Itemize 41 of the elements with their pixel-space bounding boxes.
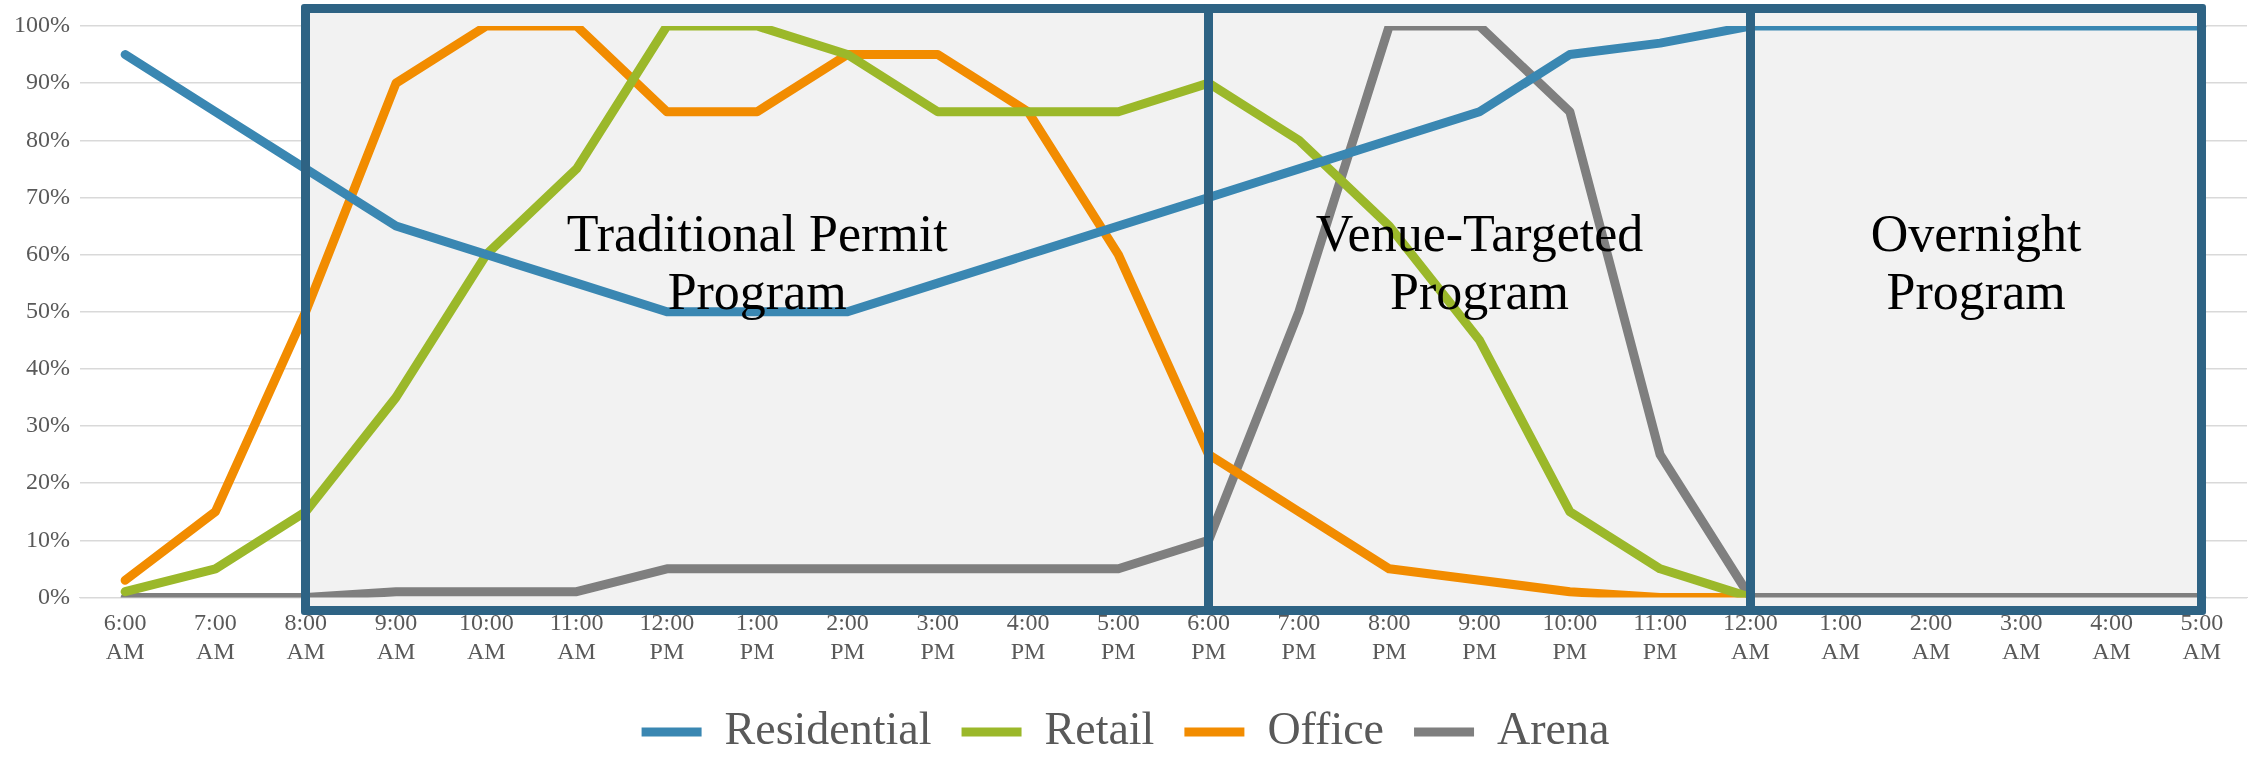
x-tick-label: 10:00 PM <box>1542 609 1598 664</box>
legend-label: Office <box>1267 703 1385 755</box>
x-tick-label: 3:00 AM <box>1999 609 2043 664</box>
x-tick-label: 1:00 PM <box>735 609 779 664</box>
y-tick-label: 80% <box>25 125 70 152</box>
x-tick-label: 9:00 PM <box>1458 609 1501 664</box>
x-tick-label: 4:00 AM <box>2090 609 2133 664</box>
y-tick-label: 30% <box>25 411 70 438</box>
x-tick-label: 8:00 AM <box>284 609 328 664</box>
x-tick-label: 8:00 PM <box>1367 609 1411 664</box>
y-tick-label: 40% <box>25 354 70 381</box>
x-tick-label: 10:00 AM <box>458 609 514 664</box>
x-tick-label: 3:00 PM <box>916 609 960 664</box>
legend-label: Arena <box>1497 703 1610 755</box>
x-tick-label: 5:00 AM <box>2180 609 2224 664</box>
x-tick-label: 4:00 PM <box>1006 609 1050 664</box>
x-tick-label: 11:00 AM <box>549 609 604 664</box>
y-tick-label: 100% <box>13 11 70 38</box>
x-tick-label: 9:00 AM <box>374 609 418 664</box>
x-tick-label: 12:00 PM <box>639 609 695 664</box>
y-tick-label: 90% <box>25 68 70 95</box>
x-tick-label: 5:00 PM <box>1097 609 1140 664</box>
y-tick-label: 10% <box>25 525 70 552</box>
band-label: Overnight Program <box>1870 204 2083 320</box>
x-tick-label: 7:00 PM <box>1277 609 1321 664</box>
x-tick-label: 1:00 AM <box>1819 609 1863 664</box>
x-tick-label: 7:00 AM <box>194 609 237 664</box>
y-tick-label: 0% <box>37 582 70 609</box>
x-tick-label: 2:00 PM <box>826 609 869 664</box>
x-tick-label: 11:00 PM <box>1633 609 1687 664</box>
legend-label: Residential <box>724 703 932 755</box>
legend-label: Retail <box>1044 703 1155 755</box>
y-tick-label: 70% <box>25 182 70 209</box>
band-label: Traditional Permit Program <box>566 204 949 320</box>
y-tick-label: 50% <box>25 297 70 323</box>
y-tick-label: 60% <box>25 239 70 266</box>
x-tick-label: 6:00 AM <box>103 609 147 664</box>
y-tick-label: 20% <box>25 468 70 495</box>
x-tick-label: 12:00 AM <box>1723 609 1778 664</box>
x-tick-label: 2:00 AM <box>1909 609 1953 664</box>
x-tick-label: 6:00 PM <box>1187 609 1230 664</box>
